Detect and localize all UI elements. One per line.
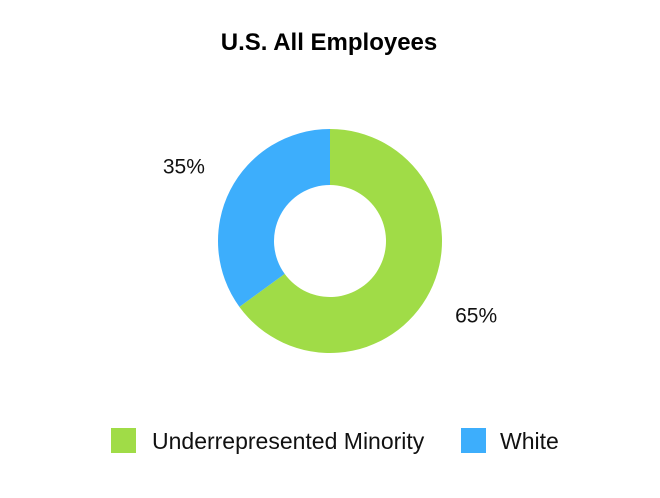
legend-label-underrepresented-minority: Underrepresented Minority [152,428,425,454]
slice-label-white: 35% [163,156,205,179]
chart-title: U.S. All Employees [221,29,438,56]
legend-item-white: White [461,428,559,454]
slice-white [218,129,330,307]
legend-label-white: White [500,428,559,454]
legend-swatch-white [461,428,486,453]
legend: Underrepresented Minority White [111,428,559,454]
slice-labels: 65% 35% [163,156,497,328]
donut-slices [218,129,443,353]
legend-item-underrepresented-minority: Underrepresented Minority [111,428,425,454]
legend-swatch-underrepresented-minority [111,428,136,453]
slice-underrepresented-minority [239,129,443,353]
slice-label-underrepresented-minority: 65% [455,304,497,327]
